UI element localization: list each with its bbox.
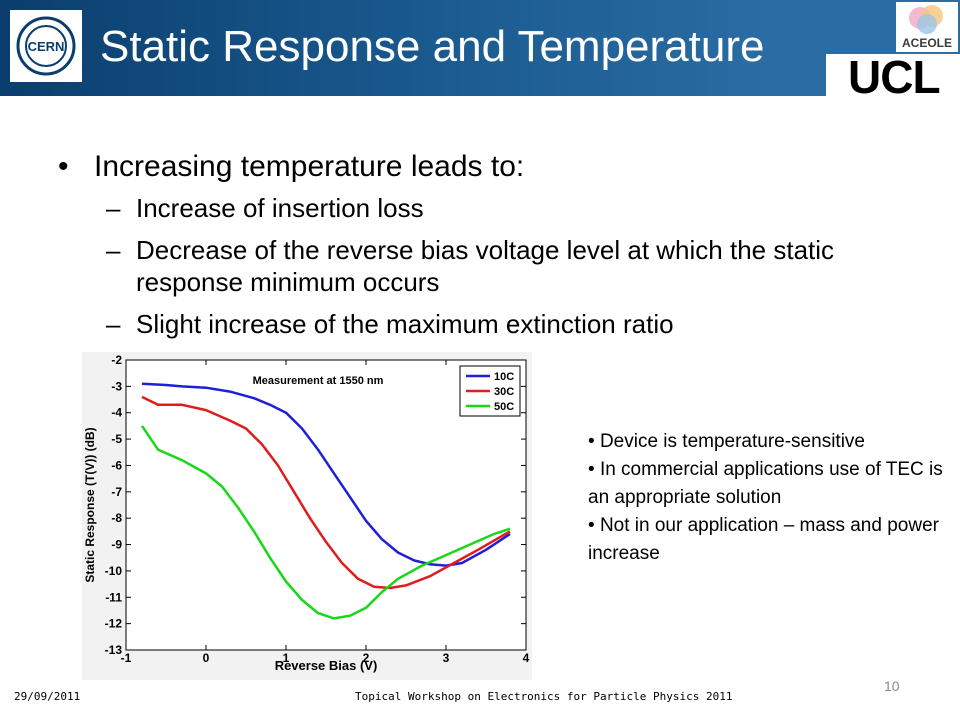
sub-bullet: – Increase of insertion loss bbox=[58, 192, 898, 224]
sub-bullet-text: Slight increase of the maximum extinctio… bbox=[136, 309, 674, 339]
y-tick-label: -9 bbox=[111, 538, 122, 552]
x-tick-label: 2 bbox=[363, 651, 370, 665]
y-tick-label: -7 bbox=[111, 485, 122, 499]
legend-label: 30C bbox=[494, 386, 514, 398]
ucl-label: UCL bbox=[848, 51, 941, 103]
side-note-text: In commercial applications use of TEC is… bbox=[588, 459, 943, 508]
y-axis-label: Static Response (T(V)) (dB) bbox=[83, 427, 97, 582]
y-tick-label: -6 bbox=[111, 458, 122, 472]
side-note-text: Device is temperature-sensitive bbox=[599, 431, 865, 452]
sub-bullet: – Slight increase of the maximum extinct… bbox=[58, 308, 898, 340]
x-tick-label: 4 bbox=[523, 651, 530, 665]
x-tick-label: 3 bbox=[443, 651, 450, 665]
y-axis: -2 -3 -4 -5 -6 -7 -8 -9 -10 -11 -12 -13 bbox=[105, 353, 526, 657]
x-tick-label: -1 bbox=[121, 651, 132, 665]
x-tick-label: 0 bbox=[203, 651, 210, 665]
chart-svg: -2-3-4-5-6-7-8-9-10-11-12-13 -1 0 1 2 3 4 Mea… bbox=[82, 352, 532, 680]
series-line-50C bbox=[140, 425, 511, 620]
y-tick-label: -2 bbox=[111, 353, 122, 367]
footer-date: 29/09/2011 bbox=[14, 690, 81, 703]
y-tick-label: -8 bbox=[111, 511, 122, 525]
bullet-dash: – bbox=[106, 193, 121, 223]
y-tick-label: -12 bbox=[105, 617, 123, 631]
side-note-text: Not in our application – mass and power … bbox=[588, 515, 939, 564]
y-tick-label: -5 bbox=[111, 432, 122, 446]
slide-title: Static Response and Temperature bbox=[100, 22, 765, 71]
aceole-logo: ACEOLE bbox=[896, 2, 958, 52]
sub-bullet-text: Increase of insertion loss bbox=[136, 193, 424, 223]
main-bullet-text: Increasing temperature leads to: bbox=[94, 150, 525, 183]
main-bullet: • Increasing temperature leads to: bbox=[58, 150, 898, 184]
sub-bullet: – Decrease of the reverse bias voltage l… bbox=[58, 234, 898, 298]
page-number: 10 bbox=[884, 678, 900, 694]
series-line-10C bbox=[141, 382, 511, 567]
x-axis-label: Reverse Bias (V) bbox=[275, 658, 378, 673]
title-bar: CERN Static Response and Temperature ACE… bbox=[0, 0, 960, 103]
y-tick-label: -4 bbox=[111, 406, 122, 420]
ucl-logo: UCL bbox=[826, 51, 960, 103]
aceole-circles-icon bbox=[909, 5, 943, 34]
cern-logo: CERN bbox=[10, 10, 82, 82]
bullet-list: • Increasing temperature leads to: – Inc… bbox=[58, 150, 898, 350]
y-tick-label: -13 bbox=[105, 643, 123, 657]
x-axis: -1 0 1 2 3 4 bbox=[121, 360, 530, 665]
x-tick-label: 1 bbox=[283, 651, 290, 665]
bullet-dash: – bbox=[106, 235, 121, 265]
side-note: • Not in our application – mass and powe… bbox=[588, 515, 939, 564]
cern-emblem-icon: CERN bbox=[16, 16, 76, 76]
side-note: • In commercial applications use of TEC … bbox=[588, 459, 943, 508]
y-tick-label: -11 bbox=[105, 590, 122, 604]
chart-title: Measurement at 1550 nm bbox=[253, 375, 384, 387]
sub-bullet-text: Decrease of the reverse bias voltage lev… bbox=[136, 235, 835, 297]
y-tick-label: -10 bbox=[105, 564, 123, 578]
y-tick-label: -3 bbox=[111, 379, 122, 393]
legend-label: 50C bbox=[494, 401, 514, 413]
bullet-dot: • bbox=[58, 150, 69, 183]
legend-label: 10C bbox=[494, 371, 514, 383]
aceole-label: ACEOLE bbox=[901, 36, 952, 50]
series-group bbox=[140, 382, 511, 620]
series-line-30C bbox=[141, 395, 511, 590]
svg-text:CERN: CERN bbox=[28, 39, 65, 54]
bullet-dash: – bbox=[106, 309, 121, 339]
static-response-chart: -2 -3 -4 -5 -6 -7 -8 -9 -10 -11 -12 -13 -1 0 1 2 3 4 Mea… bbox=[82, 352, 532, 680]
side-note: • Device is temperature-sensitive bbox=[588, 431, 865, 452]
side-notes: • Device is temperature-sensitive • In c… bbox=[588, 428, 948, 568]
legend: 10C 30C 50C bbox=[459, 365, 521, 417]
footer-event: Topical Workshop on Electronics for Part… bbox=[355, 690, 733, 703]
